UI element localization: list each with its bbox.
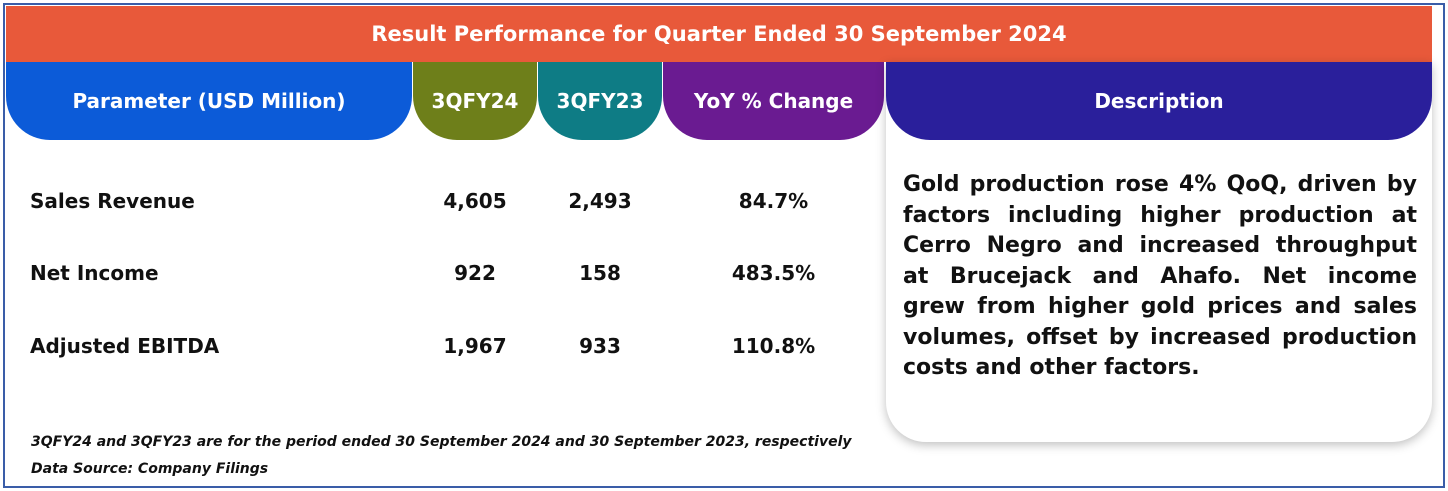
row-3qfy23-value: 2,493 [568,189,632,213]
row-yoy-value: 84.7% [738,189,809,213]
header-3qfy23: 3QFY23 [538,62,662,140]
row-3qfy23-value: 158 [579,261,621,285]
header-3qfy23-label: 3QFY23 [556,89,644,113]
table-row: Sales Revenue 4,605 2,493 84.7% [6,181,884,221]
header-yoy-label: YoY % Change [693,89,854,113]
row-name: Net Income [30,261,159,285]
header-3qfy24: 3QFY24 [413,62,537,140]
footnote-period: 3QFY24 and 3QFY23 are for the period end… [31,434,852,450]
header-description: Description [886,62,1432,140]
header-description-label: Description [1094,89,1224,113]
header-3qfy24-label: 3QFY24 [431,89,519,113]
row-yoy-value: 483.5% [731,261,816,285]
title-bar: Result Performance for Quarter Ended 30 … [6,6,1432,62]
footnote-source: Data Source: Company Filings [31,461,269,477]
description-card: Description Gold production rose 4% QoQ,… [886,62,1432,442]
table-row: Adjusted EBITDA 1,967 933 110.8% [6,326,884,366]
row-name: Adjusted EBITDA [30,334,220,358]
table-row: Net Income 922 158 483.5% [6,253,884,293]
page-title: Result Performance for Quarter Ended 30 … [371,22,1067,46]
row-3qfy24-value: 922 [454,261,496,285]
header-parameter: Parameter (USD Million) [6,62,412,140]
row-3qfy24-value: 1,967 [443,334,507,358]
description-text: Gold production rose 4% QoQ, driven by f… [903,172,1417,380]
header-parameter-label: Parameter (USD Million) [72,89,346,113]
row-3qfy24-value: 4,605 [443,189,507,213]
header-yoy-change: YoY % Change [663,62,884,140]
row-name: Sales Revenue [30,189,195,213]
row-3qfy23-value: 933 [579,334,621,358]
row-yoy-value: 110.8% [731,334,816,358]
